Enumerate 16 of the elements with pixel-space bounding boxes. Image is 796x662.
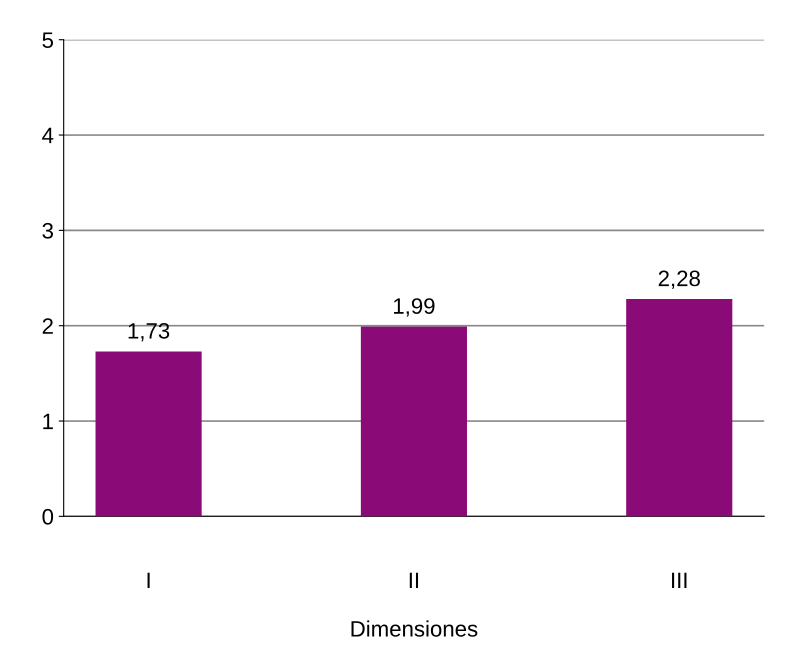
y-tick-label: 4 [42, 128, 54, 144]
x-axis-title: Dimensiones [352, 620, 478, 637]
y-tick-label: 1 [43, 414, 53, 430]
x-tick-label: I [148, 572, 150, 588]
data-label: 1,73 [128, 322, 170, 342]
data-label: 1,99 [394, 298, 434, 317]
y-tick-label: 5 [42, 32, 54, 48]
bar [96, 351, 202, 516]
bar [360, 326, 467, 516]
y-tick-label: 0 [42, 508, 54, 525]
data-label: 2,28 [658, 270, 700, 289]
bar [626, 299, 732, 516]
x-tick-label: III [672, 572, 686, 588]
y-tick-label: 3 [42, 222, 53, 239]
y-tick-label: 2 [42, 318, 53, 334]
x-tick-label: II [410, 572, 418, 588]
